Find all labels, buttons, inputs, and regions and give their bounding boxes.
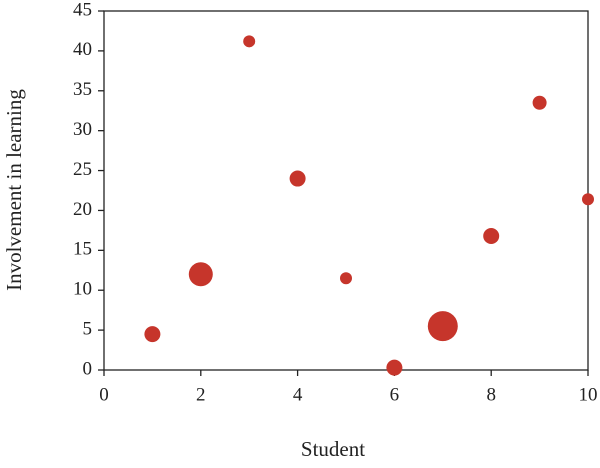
bubble <box>340 272 352 285</box>
x-tick-label: 2 <box>196 384 206 405</box>
bubble <box>582 193 594 206</box>
x-tick-label: 6 <box>390 384 400 405</box>
y-tick-label: 25 <box>73 159 92 180</box>
x-tick-label: 0 <box>99 384 109 405</box>
bubble <box>188 262 213 287</box>
x-tick-label: 8 <box>486 384 496 405</box>
y-tick-label: 35 <box>73 79 92 100</box>
bubble <box>243 35 256 48</box>
bubble <box>144 326 161 343</box>
x-tick-label: 4 <box>293 384 303 405</box>
y-tick-label: 40 <box>73 39 92 60</box>
bubble <box>483 227 500 244</box>
y-tick-label: 15 <box>73 239 92 260</box>
y-tick-label: 10 <box>73 279 92 300</box>
x-axis-label: Student <box>301 437 365 461</box>
bubble <box>427 311 458 342</box>
x-tick-label: 10 <box>579 384 598 405</box>
y-tick-label: 20 <box>73 199 92 220</box>
bubble <box>532 95 547 110</box>
bubble <box>386 359 403 376</box>
y-tick-label: 0 <box>83 358 93 379</box>
y-tick-label: 45 <box>73 0 92 20</box>
y-axis-label: Involvement in learning <box>2 89 26 291</box>
plot-frame <box>103 10 589 371</box>
y-tick-label: 30 <box>73 119 92 140</box>
bubble <box>289 170 306 187</box>
y-tick-label: 5 <box>83 318 93 339</box>
